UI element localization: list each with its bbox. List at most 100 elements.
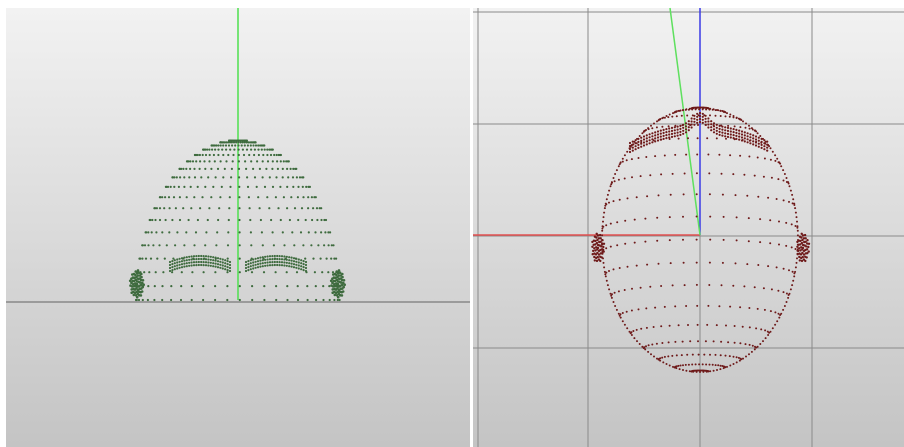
point <box>214 271 217 274</box>
point <box>769 330 772 333</box>
point <box>212 153 215 157</box>
point <box>802 253 806 256</box>
point <box>717 364 720 367</box>
point <box>718 124 721 127</box>
point <box>135 298 138 302</box>
point <box>180 285 183 288</box>
point <box>601 239 604 242</box>
point <box>283 255 286 258</box>
point <box>677 324 680 327</box>
point <box>740 136 744 139</box>
point <box>654 134 657 137</box>
point <box>642 144 646 147</box>
point <box>263 298 266 302</box>
point <box>656 139 660 142</box>
point <box>662 116 665 119</box>
point <box>709 238 712 241</box>
point <box>272 244 275 247</box>
point <box>219 160 222 163</box>
point <box>714 353 717 356</box>
point <box>691 363 694 366</box>
point <box>256 266 260 269</box>
point <box>259 262 262 265</box>
point <box>197 260 200 264</box>
point <box>147 285 150 288</box>
point <box>335 270 339 273</box>
point <box>673 132 676 135</box>
point <box>668 127 671 130</box>
point <box>760 140 763 143</box>
point <box>644 129 647 132</box>
point <box>248 207 251 210</box>
point <box>621 160 624 163</box>
point <box>263 185 267 188</box>
point <box>268 261 272 264</box>
point <box>187 218 190 222</box>
point <box>292 167 295 170</box>
point <box>140 275 143 279</box>
point <box>760 328 763 331</box>
point <box>677 364 680 367</box>
point <box>140 290 144 293</box>
point <box>172 196 176 199</box>
point <box>695 238 698 241</box>
point <box>292 260 296 263</box>
point <box>327 244 330 247</box>
point <box>684 131 688 134</box>
point <box>311 218 314 222</box>
point <box>602 261 605 264</box>
point <box>171 271 174 274</box>
point <box>283 264 286 267</box>
point <box>686 353 689 356</box>
point <box>704 340 707 343</box>
point <box>238 185 241 188</box>
point <box>208 153 211 157</box>
point <box>735 239 738 242</box>
point <box>179 176 182 179</box>
point <box>618 267 621 269</box>
point <box>671 354 674 357</box>
point <box>670 135 674 138</box>
point <box>258 207 261 210</box>
point <box>153 298 156 302</box>
point <box>728 355 731 358</box>
point <box>299 231 303 234</box>
point <box>697 340 699 343</box>
point <box>726 129 730 132</box>
point <box>302 244 305 247</box>
point <box>297 267 300 270</box>
point <box>293 207 297 210</box>
point <box>261 176 264 179</box>
point <box>247 196 250 199</box>
point <box>619 313 622 316</box>
point <box>191 271 194 274</box>
point <box>659 357 662 360</box>
point <box>682 193 685 196</box>
point <box>678 109 681 112</box>
point <box>684 122 688 125</box>
point <box>601 229 604 232</box>
point <box>679 133 682 136</box>
point <box>183 256 186 259</box>
point <box>638 135 641 137</box>
point <box>271 258 274 261</box>
point <box>197 263 200 267</box>
point <box>726 112 728 115</box>
point <box>313 271 316 274</box>
point <box>295 257 298 260</box>
point <box>253 148 256 151</box>
point <box>776 157 779 160</box>
point <box>204 153 208 157</box>
point <box>262 153 265 157</box>
point <box>130 288 133 291</box>
point <box>802 237 806 240</box>
point <box>710 126 713 129</box>
point <box>596 248 599 251</box>
point <box>720 340 723 343</box>
point <box>619 316 622 319</box>
point <box>601 227 604 230</box>
point <box>302 269 305 272</box>
point <box>649 285 652 288</box>
point <box>290 265 293 268</box>
point <box>633 337 636 340</box>
